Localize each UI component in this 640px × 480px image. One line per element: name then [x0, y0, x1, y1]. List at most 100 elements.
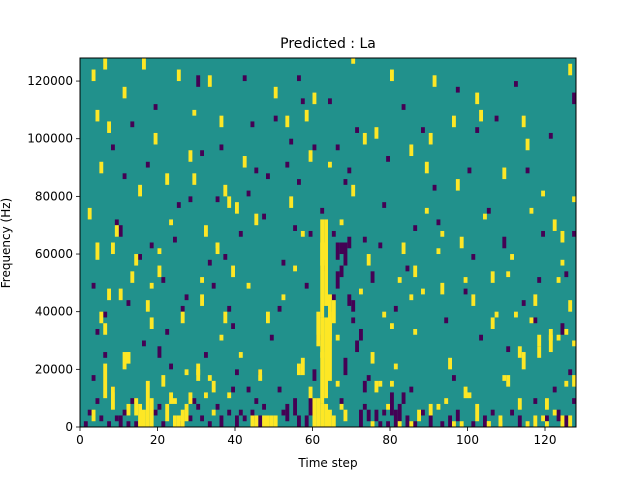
- heatmap-cell-low: [180, 305, 185, 312]
- heatmap-cell-high: [153, 132, 158, 145]
- heatmap-cell-high: [467, 392, 472, 399]
- heatmap-cell-high: [331, 415, 336, 427]
- heatmap-cell-low: [514, 81, 518, 87]
- heatmap-cell-high: [479, 109, 483, 122]
- heatmap-cell-high: [235, 202, 239, 214]
- heatmap-cell-low: [405, 415, 410, 427]
- heatmap-cell-low: [254, 398, 259, 404]
- heatmap-cell-high: [498, 421, 503, 427]
- heatmap-cell-low: [207, 421, 212, 427]
- heatmap-cell-high: [324, 317, 328, 399]
- heatmap-cell-low: [231, 386, 235, 393]
- heatmap-cell-low: [331, 294, 336, 301]
- heatmap-cell-low: [347, 236, 352, 249]
- heatmap-cell-low: [196, 75, 201, 87]
- heatmap-cell-low: [494, 115, 499, 122]
- heatmap-cell-high: [401, 242, 406, 255]
- heatmap-cell-high: [428, 132, 433, 145]
- heatmap-cell-low: [393, 305, 398, 312]
- heatmap-cell-low: [312, 369, 317, 381]
- heatmap-cell-high: [308, 386, 313, 399]
- heatmap-cell-high: [343, 409, 348, 422]
- heatmap-cell-high: [246, 282, 251, 289]
- heatmap-cell-low: [564, 271, 569, 278]
- heatmap-cell-high: [320, 219, 325, 266]
- heatmap-cell-high: [572, 375, 576, 387]
- heatmap-cell-low: [386, 156, 390, 162]
- heatmap-cell-high: [552, 409, 557, 416]
- heatmap-cell-high: [552, 219, 557, 231]
- heatmap-cell-high: [444, 398, 449, 404]
- heatmap-cell-high: [463, 386, 468, 399]
- heatmap-cell-high: [300, 230, 305, 237]
- heatmap-cell-low: [184, 294, 189, 301]
- heatmap-cell-low: [173, 236, 177, 243]
- heatmap-cell-high: [324, 242, 328, 306]
- heatmap-cell-low: [235, 415, 239, 427]
- heatmap-cell-low: [161, 421, 166, 427]
- heatmap-cell-high: [111, 242, 115, 255]
- heatmap-cell-low: [157, 403, 162, 410]
- heatmap-cell-high: [300, 357, 305, 376]
- heatmap-cell-high: [231, 265, 235, 278]
- heatmap-cell-high: [250, 415, 255, 427]
- heatmap-cell-low: [215, 196, 220, 203]
- heatmap-cell-low: [103, 352, 108, 358]
- heatmap-cell-high: [517, 346, 522, 358]
- heatmap-cell-high: [537, 346, 542, 358]
- heatmap-cell-low: [359, 409, 363, 427]
- heatmap-cell-low: [545, 415, 549, 422]
- heatmap-cell-high: [242, 156, 247, 168]
- heatmap-cells: [83, 58, 576, 427]
- x-tick-label: 20: [150, 433, 165, 447]
- heatmap-cell-low: [328, 98, 332, 105]
- heatmap-cell-low: [510, 409, 514, 416]
- heatmap-cell-low: [293, 225, 297, 231]
- heatmap-cell-high: [320, 352, 325, 358]
- heatmap-cell-high: [262, 415, 266, 427]
- heatmap-cell-low: [130, 398, 135, 404]
- heatmap-cell-low: [521, 300, 526, 306]
- heatmap-cell-high: [529, 207, 534, 214]
- heatmap-cell-high: [548, 328, 553, 341]
- heatmap-cell-low: [145, 161, 150, 168]
- heatmap-cell-low: [277, 386, 282, 393]
- heatmap-cell-low: [300, 98, 305, 105]
- heatmap-cell-high: [459, 236, 464, 249]
- heatmap-cell-high: [196, 363, 201, 376]
- heatmap-cell-high: [331, 300, 336, 324]
- heatmap-cell-low: [107, 421, 111, 427]
- heatmap-cell-low: [165, 328, 170, 335]
- heatmap-cell-low: [475, 127, 480, 133]
- y-axis: 0 20000 40000 60000 80000 100000 120000: [27, 74, 80, 434]
- heatmap-cell-low: [362, 380, 367, 393]
- heatmap-cell-low: [490, 409, 495, 416]
- heatmap-cell-high: [475, 92, 480, 105]
- heatmap-cell-high: [486, 421, 491, 427]
- heatmap-cell-high: [107, 121, 111, 133]
- heatmap-cell-high: [173, 398, 177, 404]
- heatmap-cell-high: [145, 300, 150, 312]
- heatmap-cell-low: [548, 132, 553, 139]
- heatmap-cell-high: [316, 398, 321, 427]
- heatmap-cell-high: [409, 144, 414, 157]
- heatmap-cell-high: [560, 259, 565, 266]
- heatmap-cell-low: [335, 144, 340, 151]
- heatmap-cell-high: [312, 92, 317, 105]
- heatmap-cell-high: [545, 398, 549, 410]
- heatmap-cell-low: [114, 219, 119, 226]
- heatmap-cell-high: [440, 282, 445, 295]
- heatmap-cell-low: [95, 328, 100, 335]
- heatmap-cell-high: [378, 380, 383, 387]
- heatmap-cell-high: [510, 254, 514, 260]
- heatmap-cell-high: [169, 219, 173, 226]
- heatmap-cell-low: [169, 363, 173, 370]
- heatmap-cell-high: [312, 398, 317, 427]
- heatmap-cell-low: [397, 403, 402, 422]
- heatmap-cell-low: [118, 415, 123, 427]
- heatmap-cell-high: [541, 415, 545, 422]
- heatmap-cell-high: [200, 294, 204, 306]
- heatmap-cell-low: [235, 369, 239, 376]
- heatmap-cell-low: [111, 144, 115, 151]
- heatmap-cell-low: [390, 392, 394, 416]
